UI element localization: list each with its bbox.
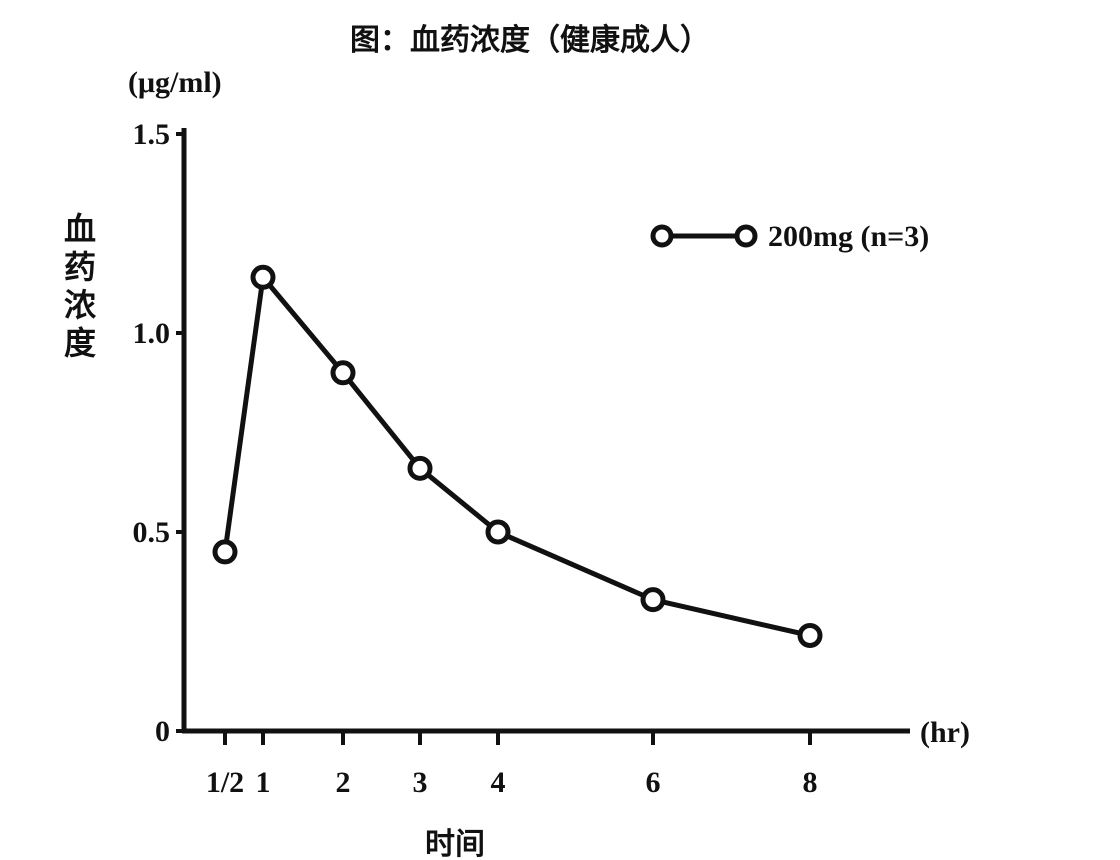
data-point	[250, 264, 276, 290]
y-tick-label: 0.5	[133, 516, 171, 549]
x-tick-label: 2	[336, 766, 351, 799]
chart-title: 图：血药浓度（健康成人）	[350, 23, 710, 58]
series-line	[222, 274, 811, 638]
data-point	[797, 622, 823, 648]
y-axis-label-char: 药	[64, 248, 96, 286]
data-point	[212, 539, 238, 565]
legend-marker-right	[734, 224, 758, 248]
y-axis-label-char: 度	[64, 324, 96, 362]
x-tick-label: 1	[256, 766, 271, 799]
y-tick-label: 1.0	[133, 317, 171, 350]
data-point	[407, 455, 433, 481]
y-axis-label-char: 浓	[64, 286, 97, 324]
x-tick-label: 3	[413, 766, 428, 799]
data-point	[330, 360, 356, 386]
y-tick-label: 0	[155, 715, 170, 748]
x-unit-label: (hr)	[920, 716, 970, 749]
x-tick-label: 1/2	[206, 766, 244, 799]
x-tick-label: 4	[491, 766, 506, 799]
y-axis-label-char: 血	[64, 210, 96, 248]
data-point	[640, 587, 666, 613]
y-unit-label: (μg/ml)	[128, 66, 222, 99]
x-tick-label: 8	[803, 766, 818, 799]
legend-marker-left	[650, 224, 674, 248]
data-point	[485, 519, 511, 545]
y-tick-label: 1.5	[133, 118, 171, 151]
legend-series-name: 200mg (n=3)	[768, 220, 929, 253]
x-tick-label: 6	[646, 766, 661, 799]
y-axis-label: 血药浓度	[64, 210, 97, 362]
legend: 200mg (n=3)	[650, 220, 929, 253]
x-axis-label: 时间	[425, 827, 485, 860]
